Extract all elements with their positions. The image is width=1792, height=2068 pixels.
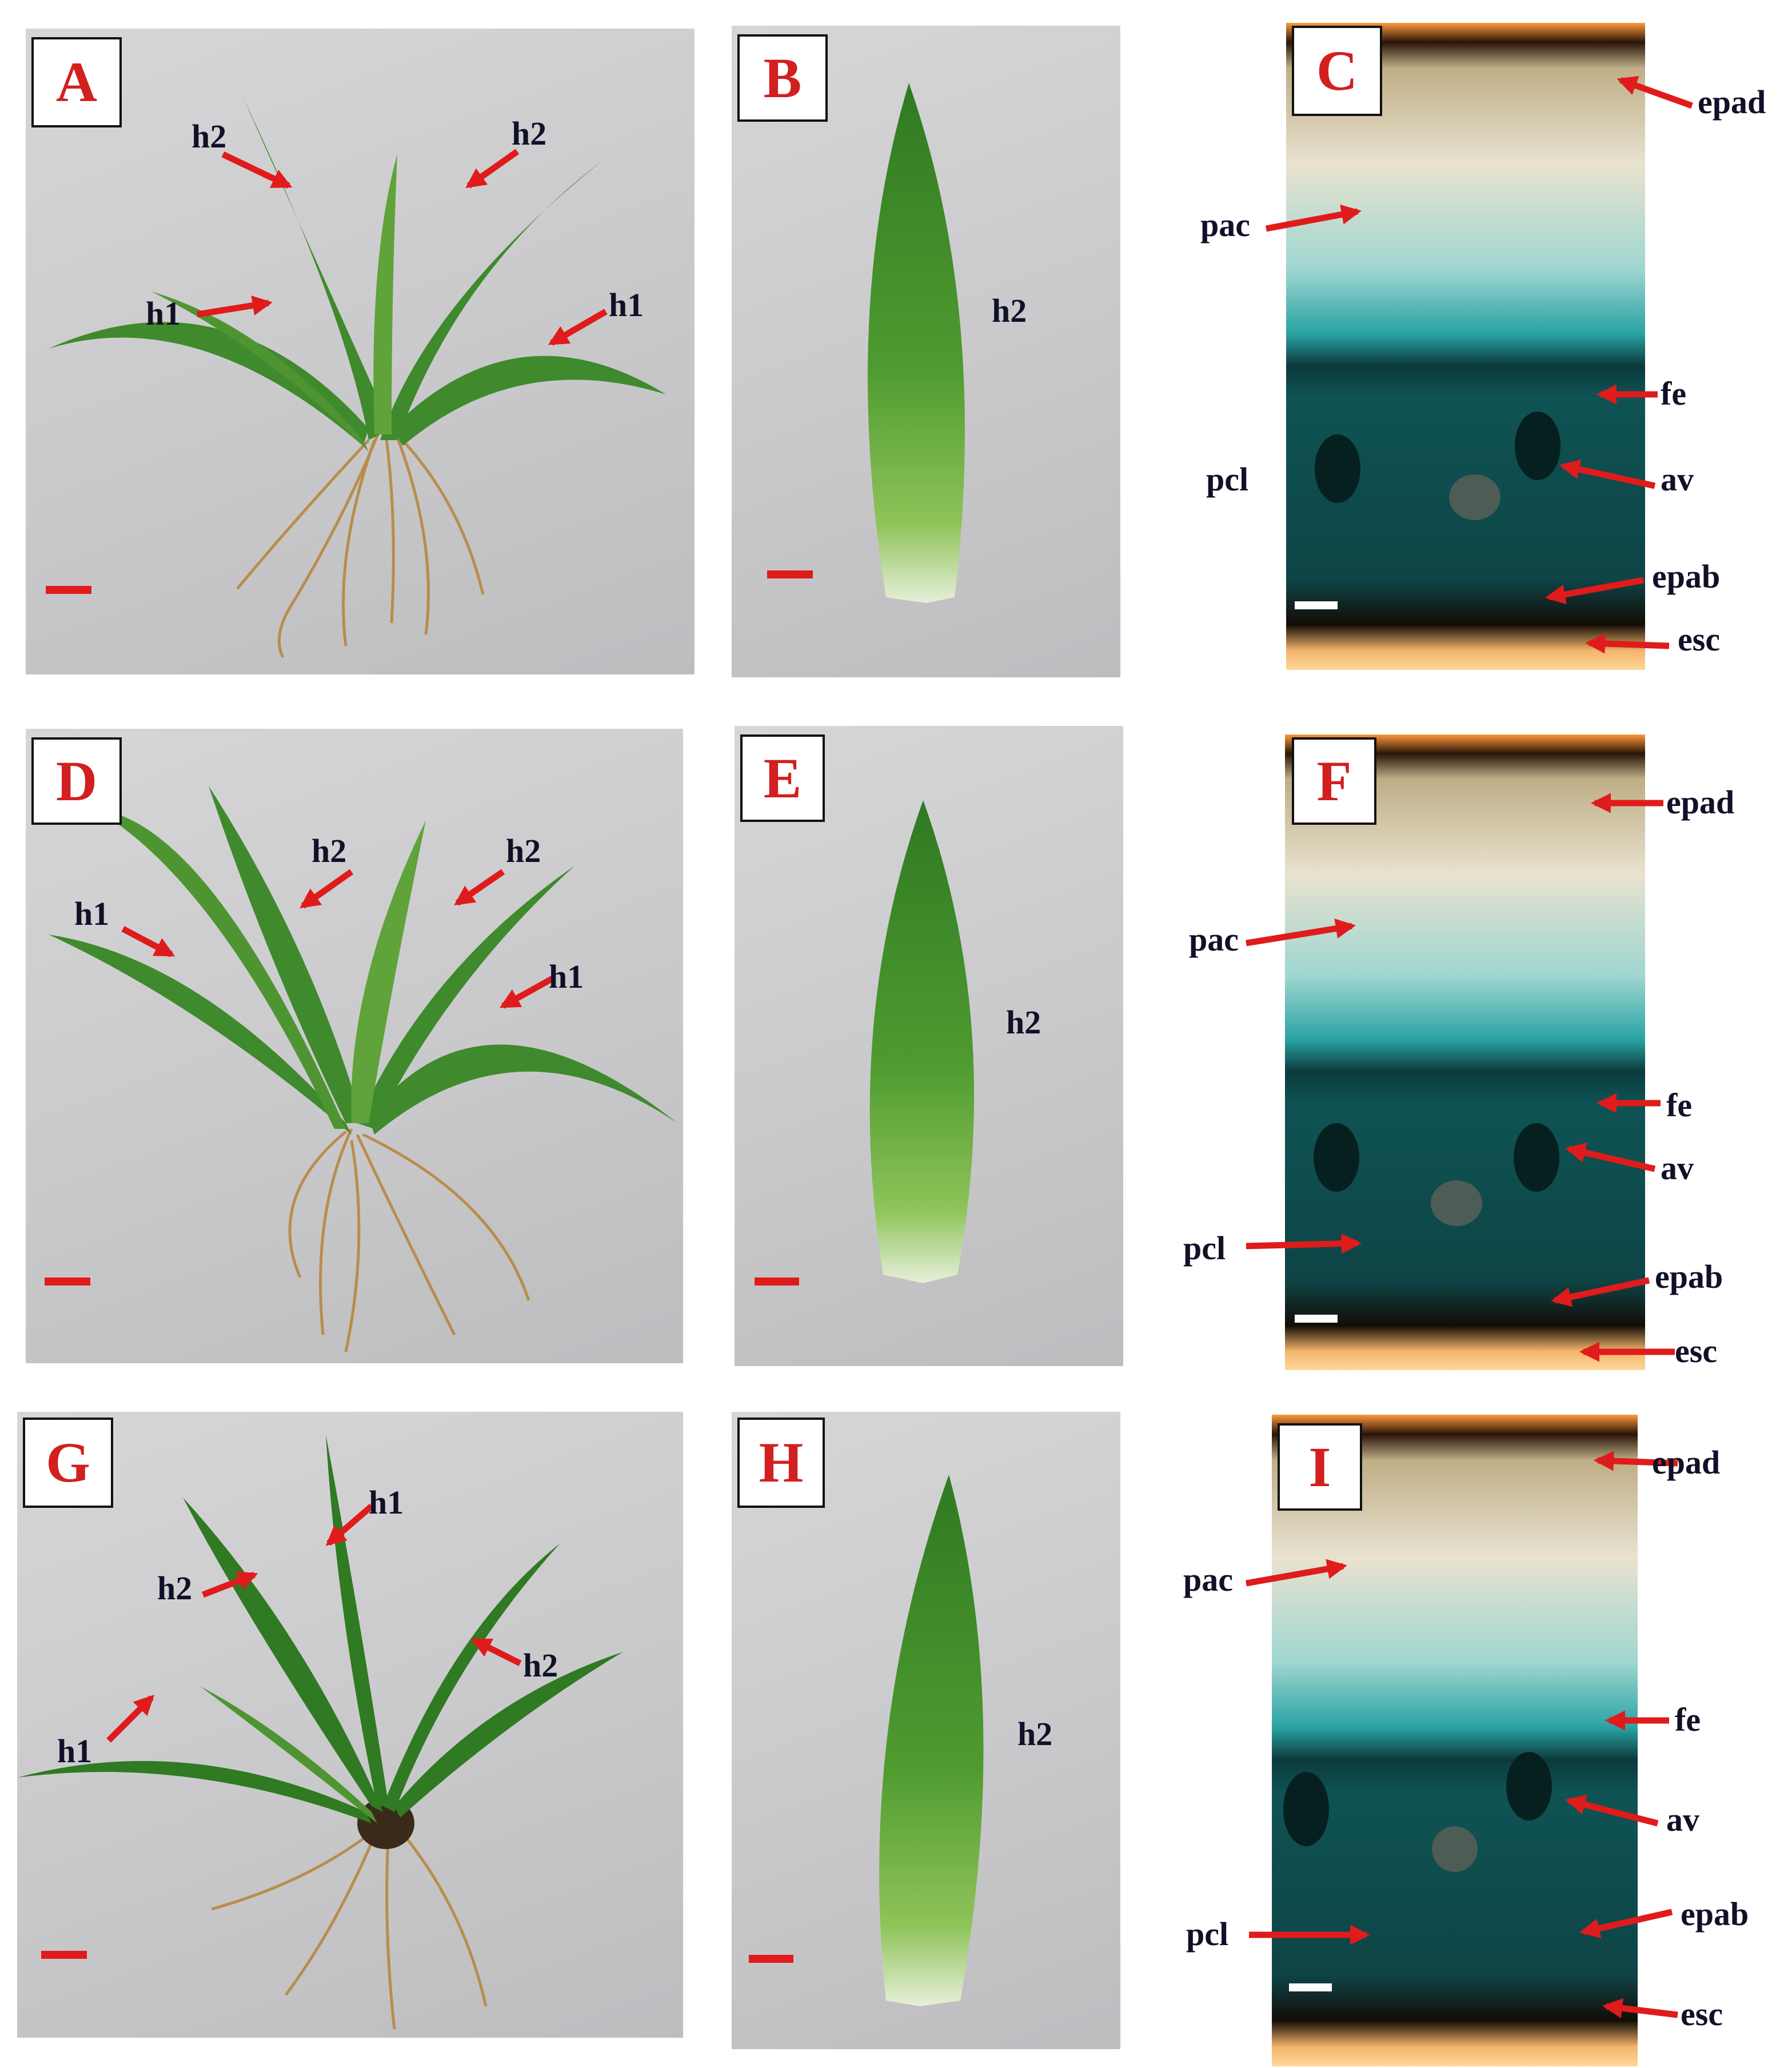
scale-bar (1295, 601, 1338, 609)
scale-bar (45, 1277, 90, 1285)
label-i-esc: esc (1681, 1995, 1723, 2033)
label-f-pcl: pcl (1183, 1229, 1226, 1267)
panel-letter-a: A (31, 37, 122, 127)
label-g-h2-left: h2 (157, 1570, 193, 1607)
panel-letter-e: E (740, 734, 825, 822)
label-f-epad: epad (1666, 784, 1735, 821)
scale-bar (767, 570, 813, 578)
panel-letter-c: C (1292, 26, 1382, 116)
label-h-h2: h2 (1017, 1715, 1053, 1752)
label-b-h2: h2 (992, 292, 1027, 329)
leaf-illustration (868, 83, 965, 603)
scale-bar (41, 1951, 87, 1959)
panel-letter-b: B (737, 34, 828, 122)
label-i-av: av (1666, 1801, 1699, 1838)
label-e-h2: h2 (1006, 1004, 1041, 1041)
label-g-h2-right: h2 (523, 1647, 558, 1684)
label-c-fe: fe (1661, 375, 1687, 412)
panel-letter-h: H (737, 1418, 825, 1508)
panel-e-leaf-photo (735, 726, 1123, 1366)
plant-illustration (49, 786, 677, 1352)
label-g-h1-top: h1 (369, 1484, 404, 1521)
panel-a-plant-photo (26, 29, 695, 674)
panel-d-plant-photo (26, 729, 683, 1363)
label-d-h1-right: h1 (549, 958, 584, 995)
label-a-h2-right: h2 (512, 115, 547, 152)
label-c-av: av (1661, 461, 1694, 498)
panel-i-micrograph (1272, 1415, 1638, 2066)
panel-letter-i: I (1278, 1423, 1362, 1511)
label-g-h1-left: h1 (57, 1732, 93, 1770)
label-i-pac: pac (1183, 1561, 1233, 1598)
leaf-cross-section (1286, 23, 1645, 670)
panel-f-micrograph (1285, 734, 1645, 1370)
panel-h-leaf-photo (732, 1412, 1120, 2049)
scale-bar (46, 586, 91, 594)
label-f-fe: fe (1666, 1087, 1693, 1124)
label-a-h1-right: h1 (609, 286, 644, 324)
leaf-cross-section (1272, 1415, 1638, 2066)
panel-g-plant-photo (17, 1412, 683, 2038)
label-i-fe: fe (1675, 1701, 1701, 1738)
label-c-epad: epad (1698, 83, 1766, 121)
scale-bar (1295, 1315, 1338, 1323)
label-f-pac: pac (1189, 921, 1239, 958)
label-f-av: av (1661, 1149, 1694, 1187)
scale-bar (755, 1277, 799, 1285)
label-i-epad: epad (1652, 1444, 1721, 1481)
label-c-pac: pac (1200, 206, 1250, 243)
label-a-h2-left: h2 (191, 118, 227, 155)
scale-bar (1289, 1983, 1332, 1991)
plant-illustration (49, 97, 666, 658)
leaf-illustration (869, 800, 975, 1283)
label-c-esc: esc (1678, 621, 1721, 658)
panel-letter-f: F (1292, 737, 1376, 825)
label-c-epab: epab (1652, 558, 1721, 595)
panel-c-micrograph (1286, 23, 1645, 670)
panel-letter-d: D (31, 737, 122, 825)
label-d-h2-left: h2 (312, 832, 347, 869)
plant-illustration (17, 1435, 623, 2030)
label-f-epab: epab (1655, 1258, 1723, 1295)
panel-letter-g: G (23, 1418, 113, 1508)
label-i-pcl: pcl (1186, 1915, 1229, 1953)
label-a-h1-left: h1 (146, 295, 181, 332)
label-c-pcl: pcl (1206, 461, 1249, 498)
label-d-h2-right: h2 (506, 832, 541, 869)
label-i-epab: epab (1681, 1895, 1749, 1933)
leaf-cross-section (1285, 734, 1645, 1370)
scale-bar (749, 1955, 793, 1963)
leaf-illustration (879, 1475, 984, 2006)
panel-b-leaf-photo (732, 26, 1120, 677)
label-f-esc: esc (1675, 1332, 1718, 1370)
label-d-h1-left: h1 (74, 895, 110, 932)
